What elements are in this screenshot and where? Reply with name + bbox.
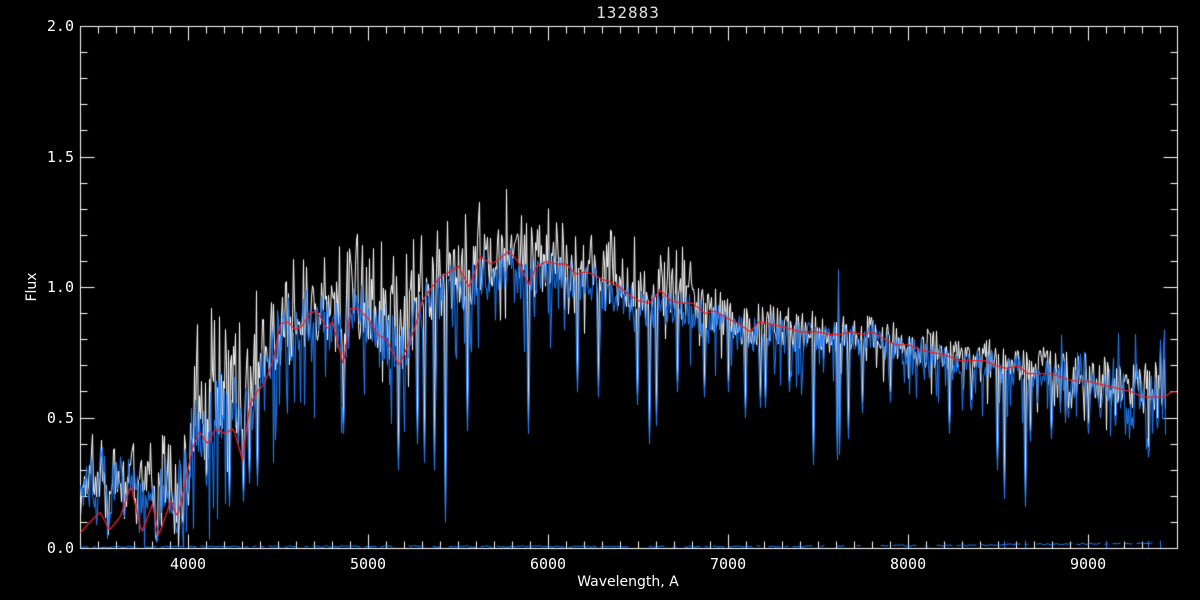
x-tick-label: 8000 bbox=[889, 555, 927, 573]
x-tick-label: 4000 bbox=[169, 555, 207, 573]
y-tick-label: 0.5 bbox=[46, 408, 74, 427]
y-tick-label: 1.0 bbox=[46, 278, 74, 296]
y-tick-label: 0.0 bbox=[46, 539, 74, 557]
y-tick-label: 2.0 bbox=[46, 17, 74, 35]
y-axis-title: Flux bbox=[24, 272, 40, 302]
x-tick-label: 6000 bbox=[529, 555, 567, 573]
x-tick-label: 5000 bbox=[349, 555, 387, 573]
y-tick-label: 1.5 bbox=[46, 147, 74, 166]
plot-title: 132883 bbox=[596, 3, 660, 22]
x-tick-label: 9000 bbox=[1070, 555, 1107, 573]
x-tick-label: 7000 bbox=[709, 555, 747, 573]
x-axis-title: Wavelength, A bbox=[577, 574, 679, 590]
